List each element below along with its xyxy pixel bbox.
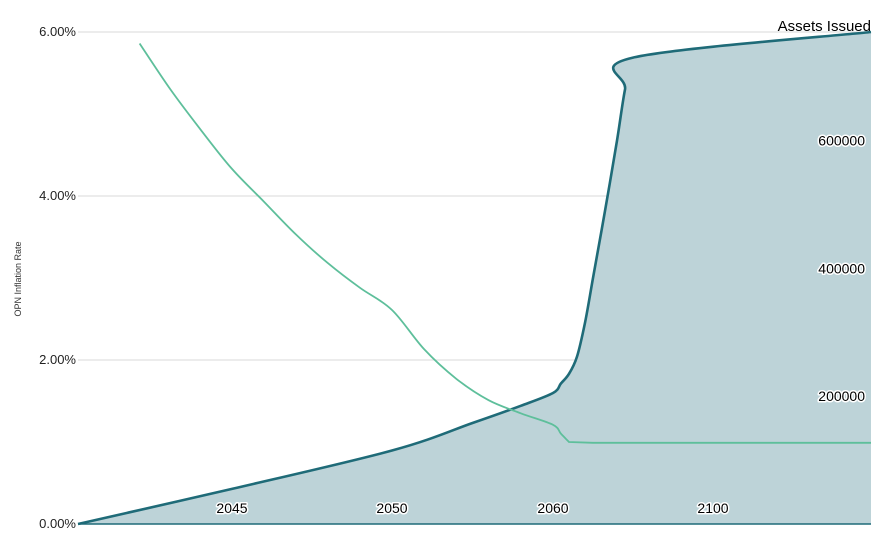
x-tick: 2100 bbox=[697, 500, 728, 516]
y-tick-right: 400000 bbox=[818, 260, 865, 276]
y-axis-label-right: Assets Issued bbox=[778, 18, 871, 35]
right-y-tick-labels: 200000 400000 600000 bbox=[817, 131, 867, 406]
x-tick: 2060 bbox=[537, 500, 568, 516]
left-y-tick-labels: 0.00% 2.00% 4.00% 6.00% bbox=[39, 24, 76, 531]
assets-issued-area-fill bbox=[78, 32, 871, 524]
assets-issued-area bbox=[78, 32, 871, 524]
y-tick-left: 4.00% bbox=[39, 188, 76, 203]
y-tick-right: 600000 bbox=[818, 133, 865, 149]
x-tick: 2045 bbox=[216, 500, 247, 516]
series-lines bbox=[77, 30, 872, 526]
x-tick: 2050 bbox=[376, 500, 407, 516]
y-tick-left: 6.00% bbox=[39, 24, 76, 39]
x-tick-labels: 2045 2050 2060 2100 bbox=[215, 499, 730, 518]
y-tick-left: 2.00% bbox=[39, 352, 76, 367]
inflation-rate-line bbox=[138, 42, 871, 444]
assets-issued-line bbox=[77, 30, 872, 526]
y-tick-left: 0.00% bbox=[39, 516, 76, 531]
y-tick-right: 200000 bbox=[818, 388, 865, 404]
y-axis-label-left: OPN Inflation Rate bbox=[13, 241, 23, 316]
